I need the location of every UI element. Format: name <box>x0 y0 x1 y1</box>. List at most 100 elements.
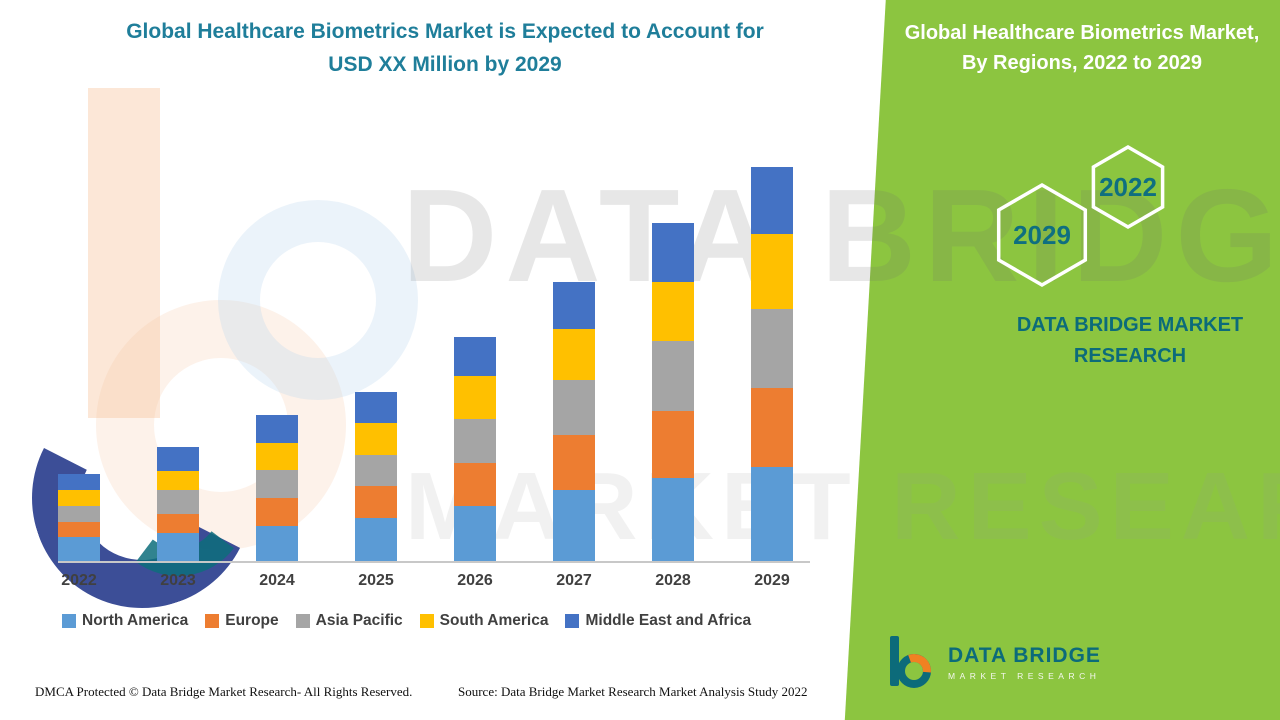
x-label-text: 2023 <box>160 572 196 589</box>
segment-north-america-2028 <box>652 478 694 561</box>
chart-legend: North America Europe Asia Pacific South Ame… <box>62 612 751 630</box>
dmca-notice: DMCA Protected © Data Bridge Market Rese… <box>35 684 413 699</box>
company-logo-subtitle: MARKET RESEARCH <box>948 670 1101 681</box>
segment-middle-east-and-africa-2024 <box>256 415 298 443</box>
bar-2023 <box>157 446 199 561</box>
segment-north-america-2023 <box>157 533 199 561</box>
watermark-text-line1: DATA BRIDGE <box>402 162 1280 309</box>
legend-swatch-north-america <box>62 614 76 628</box>
page-title-line2: USD XX Million by 2029 <box>328 52 562 76</box>
x-label-2029: 2029 <box>751 572 793 590</box>
x-label-2022: 2022 <box>58 572 100 590</box>
segment-asia-pacific-2026 <box>454 419 496 463</box>
legend-label-middle-east-and-africa: Middle East and Africa <box>585 612 752 629</box>
x-label-text: 2029 <box>754 572 790 589</box>
legend-item-north-america: North America <box>62 612 188 630</box>
x-label-text: 2024 <box>259 572 295 589</box>
segment-europe-2027 <box>553 435 595 491</box>
segment-south-america-2028 <box>652 281 694 341</box>
page-title-line1: Global Healthcare Biometrics Market is E… <box>126 20 764 43</box>
plot-area <box>58 128 810 563</box>
segment-asia-pacific-2028 <box>652 340 694 412</box>
segment-europe-2029 <box>751 387 793 467</box>
segment-south-america-2025 <box>355 423 397 455</box>
page-title: Global Healthcare Biometrics Market is E… <box>95 16 795 81</box>
panel-title: Global Healthcare Biometrics Market, By … <box>904 22 1260 74</box>
legend-item-europe: Europe <box>205 612 279 630</box>
legend-label-europe: Europe <box>225 612 279 629</box>
segment-north-america-2022 <box>58 537 100 561</box>
segment-middle-east-and-africa-2027 <box>553 281 595 329</box>
segment-south-america-2027 <box>553 328 595 380</box>
watermark-text-line2: MARKET RESEARCH <box>405 453 1280 560</box>
x-label-2025: 2025 <box>355 572 397 590</box>
bar-2026 <box>454 336 496 561</box>
segment-middle-east-and-africa-2026 <box>454 336 496 377</box>
hexagon-2022-outline <box>1091 144 1165 230</box>
bar-2029 <box>751 167 793 561</box>
segment-asia-pacific-2027 <box>553 379 595 436</box>
segment-europe-2025 <box>355 486 397 518</box>
legend-item-south-america: South America <box>419 612 549 630</box>
segment-europe-2024 <box>256 498 298 526</box>
brand-text: DATA BRIDGE MARKET RESEARCH <box>1016 314 1244 367</box>
segment-north-america-2024 <box>256 525 298 561</box>
company-logo-mark-icon <box>890 636 931 688</box>
segment-middle-east-and-africa-2029 <box>751 167 793 235</box>
legend-label-asia-pacific: Asia Pacific <box>315 612 403 629</box>
segment-north-america-2029 <box>751 466 793 561</box>
hexagon-2029-outline <box>996 182 1088 288</box>
x-label-text: 2025 <box>358 572 394 589</box>
segment-asia-pacific-2024 <box>256 470 298 499</box>
segment-south-america-2022 <box>58 490 100 506</box>
legend-swatch-asia-pacific <box>295 614 310 628</box>
x-label-text: 2026 <box>457 572 493 589</box>
segment-north-america-2026 <box>454 505 496 561</box>
x-label-text: 2028 <box>655 572 691 589</box>
segment-europe-2026 <box>454 462 496 506</box>
x-label-text: 2022 <box>61 572 97 589</box>
x-axis-labels: 2022 2023 2024 2025 2026 2027 2028 2029 <box>58 572 810 590</box>
segment-north-america-2027 <box>553 490 595 561</box>
segment-middle-east-and-africa-2025 <box>355 391 397 424</box>
bar-2027 <box>553 281 595 561</box>
bar-2022 <box>58 474 100 561</box>
company-logo-name: DATA BRIDGE <box>948 643 1101 667</box>
segment-north-america-2025 <box>355 517 397 561</box>
source-note: Source: Data Bridge Market Research Mark… <box>458 684 808 699</box>
hexagon-2029-label: 2029 <box>1013 220 1071 250</box>
bar-2028 <box>652 222 694 561</box>
segment-asia-pacific-2029 <box>751 309 793 388</box>
x-label-2028: 2028 <box>652 572 694 590</box>
legend-label-north-america: North America <box>82 612 189 629</box>
legend-item-middle-east-and-africa: Middle East and Africa <box>565 612 751 630</box>
hexagon-2022-label: 2022 <box>1099 172 1157 202</box>
segment-south-america-2024 <box>256 442 298 471</box>
company-logo: DATA BRIDGE MARKET RESEARCH <box>886 634 1101 690</box>
legend-swatch-europe <box>205 614 220 628</box>
x-label-2027: 2027 <box>553 572 595 590</box>
legend-item-asia-pacific: Asia Pacific <box>295 612 403 630</box>
segment-europe-2023 <box>157 513 199 534</box>
x-label-2024: 2024 <box>256 572 298 590</box>
segment-asia-pacific-2025 <box>355 454 397 487</box>
x-label-2023: 2023 <box>157 572 199 590</box>
segment-middle-east-and-africa-2023 <box>157 446 199 471</box>
year-hexagons: 2022 2029 <box>996 144 1165 288</box>
legend-label-south-america: South America <box>439 612 549 629</box>
legend-swatch-south-america <box>419 614 434 628</box>
x-label-2026: 2026 <box>454 572 496 590</box>
segment-middle-east-and-africa-2028 <box>652 222 694 282</box>
bar-2024 <box>256 415 298 561</box>
company-logo-text: DATA BRIDGE MARKET RESEARCH <box>948 644 1101 681</box>
segment-asia-pacific-2022 <box>58 505 100 522</box>
segment-asia-pacific-2023 <box>157 490 199 514</box>
segment-europe-2028 <box>652 411 694 479</box>
legend-swatch-middle-east-and-africa <box>565 614 580 628</box>
segment-south-america-2026 <box>454 376 496 420</box>
segment-south-america-2029 <box>751 234 793 310</box>
segment-south-america-2023 <box>157 470 199 491</box>
segment-europe-2022 <box>58 521 100 538</box>
